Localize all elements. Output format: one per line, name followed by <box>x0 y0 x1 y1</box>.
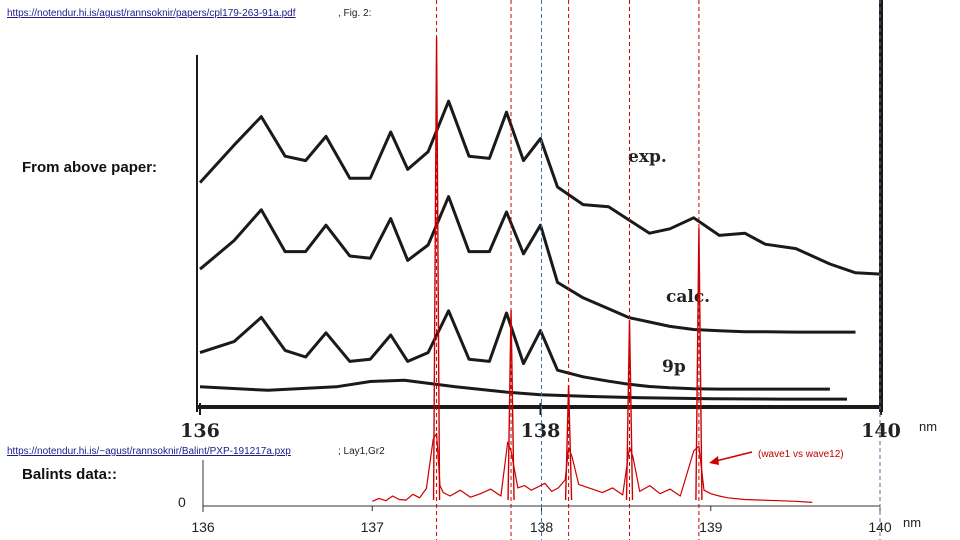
paper-link[interactable]: https://notendur.hi.is/agust/rannsoknir/… <box>7 8 296 19</box>
red-spike-4 <box>695 227 703 501</box>
data-unit-label: nm <box>903 515 921 530</box>
data-y-tick-0: 0 <box>178 494 186 510</box>
balints-data-label: Balints data:: <box>22 466 118 483</box>
data-tick-label-1: 137 <box>361 519 385 535</box>
data-tick-label-3: 139 <box>699 519 723 535</box>
trace-annotation: (wave1 vs wave12) <box>758 449 844 460</box>
annotation-arrowhead <box>709 456 719 465</box>
exp-label: exp. <box>628 147 667 167</box>
annotation-arrow-line <box>715 451 753 462</box>
scan-unit-label: nm <box>919 419 937 434</box>
data-link[interactable]: https://notendur.hi.is/~agust/rannsoknir… <box>7 446 291 457</box>
paper-link-suffix: , Fig. 2: <box>338 8 372 19</box>
from-above-label: From above paper: <box>22 159 158 176</box>
calc-label: calc. <box>666 287 710 307</box>
red-trace <box>372 36 813 503</box>
scan-x-ticks: 136 138 140 <box>180 403 901 442</box>
red-trace-line <box>372 432 813 503</box>
scan-curves <box>198 99 882 401</box>
scan-tick-label-2: 140 <box>861 420 901 442</box>
red-spike-2 <box>564 384 573 501</box>
scan-series-2 <box>199 309 830 391</box>
red-spike-1 <box>507 309 515 501</box>
scan-tick-label-1: 138 <box>521 420 561 442</box>
scan-series-0 <box>198 99 882 276</box>
red-spike-3 <box>625 319 634 501</box>
9p-label: 9p <box>662 357 686 377</box>
data-link-suffix: ; Lay1,Gr2 <box>338 446 385 457</box>
red-spike-0 <box>432 36 441 501</box>
data-tick-label-0: 136 <box>191 519 215 535</box>
scan-series-1 <box>199 195 856 334</box>
scan-series-3 <box>199 378 847 401</box>
scan-tick-label-0: 136 <box>180 420 220 442</box>
